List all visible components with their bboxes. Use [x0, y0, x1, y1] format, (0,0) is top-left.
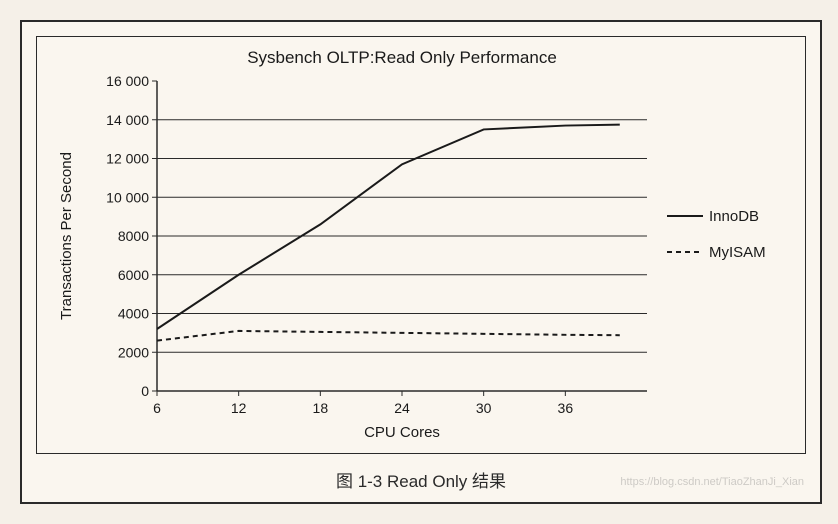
y-tick-label: 6000	[118, 267, 149, 283]
watermark: https://blog.csdn.net/TiaoZhanJi_Xian	[620, 476, 804, 488]
x-tick-label: 24	[394, 400, 410, 416]
x-tick-label: 18	[313, 400, 329, 416]
chart-frame: Sysbench OLTP:Read Only Performance 0 2000…	[36, 36, 806, 454]
line-chart: Sysbench OLTP:Read Only Performance 0 2000…	[37, 37, 807, 451]
y-tick-label: 10 000	[106, 189, 149, 205]
series-line-myisam	[157, 331, 620, 341]
y-tick-label: 8000	[118, 228, 149, 244]
x-axis-label: CPU Cores	[364, 424, 440, 441]
x-tick-label: 6	[153, 400, 161, 416]
legend-label: InnoDB	[709, 208, 759, 225]
series-line-innodb	[157, 125, 620, 329]
y-tick-label: 12 000	[106, 151, 149, 167]
y-tick-label: 16 000	[106, 73, 149, 89]
chart-title: Sysbench OLTP:Read Only Performance	[247, 48, 557, 67]
y-tick-label: 14 000	[106, 112, 149, 128]
figure-frame: Sysbench OLTP:Read Only Performance 0 2000…	[20, 20, 822, 504]
y-axis-label: Transactions Per Second	[58, 152, 75, 320]
x-tick-label: 12	[231, 400, 247, 416]
y-tick-label: 2000	[118, 344, 149, 360]
x-tick-label: 36	[558, 400, 574, 416]
x-tick-label: 30	[476, 400, 492, 416]
y-tick-label: 0	[141, 383, 149, 399]
legend-label: MyISAM	[709, 244, 766, 261]
y-tick-label: 4000	[118, 306, 149, 322]
